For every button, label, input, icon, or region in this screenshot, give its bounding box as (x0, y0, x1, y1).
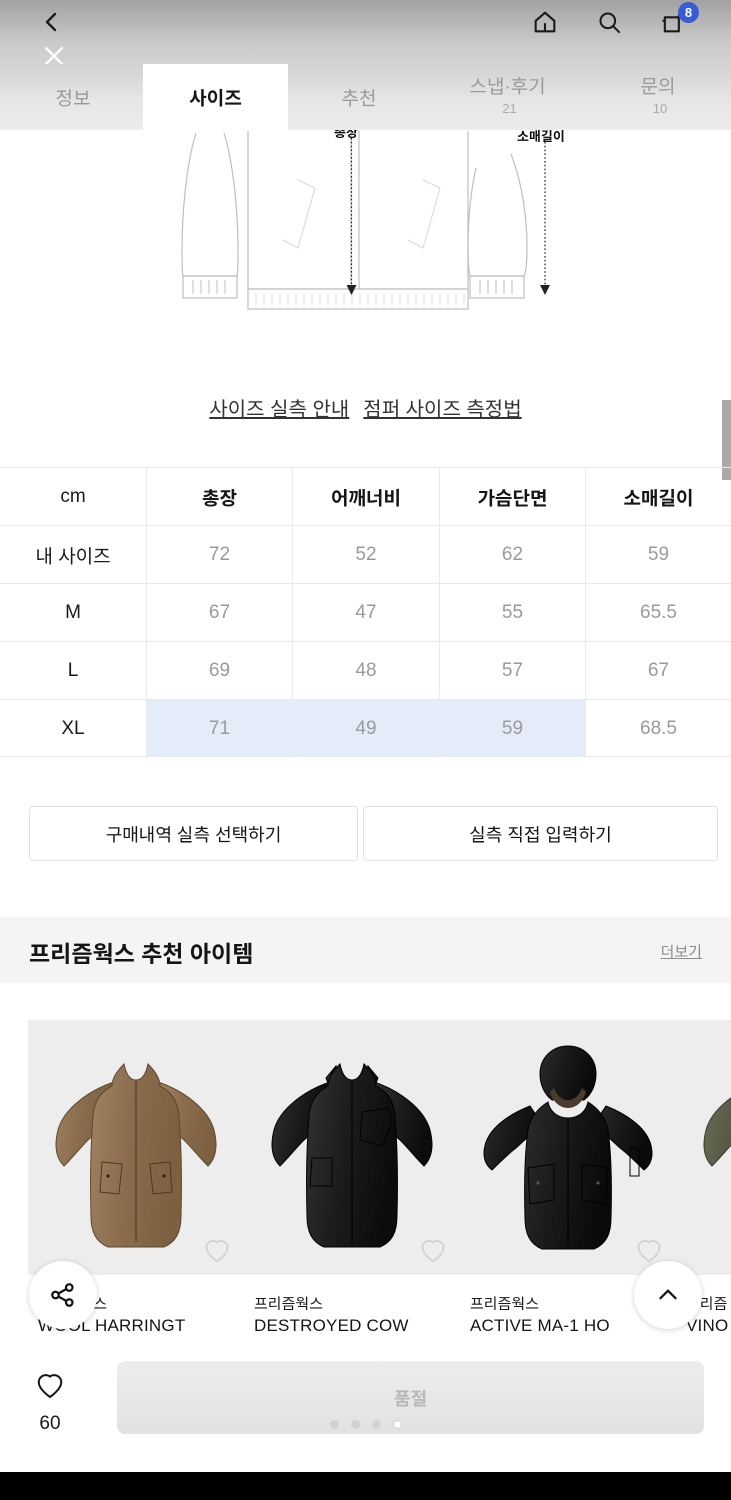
svg-text:총장: 총장 (334, 130, 358, 140)
svg-text:소매길이: 소매길이 (517, 130, 565, 144)
